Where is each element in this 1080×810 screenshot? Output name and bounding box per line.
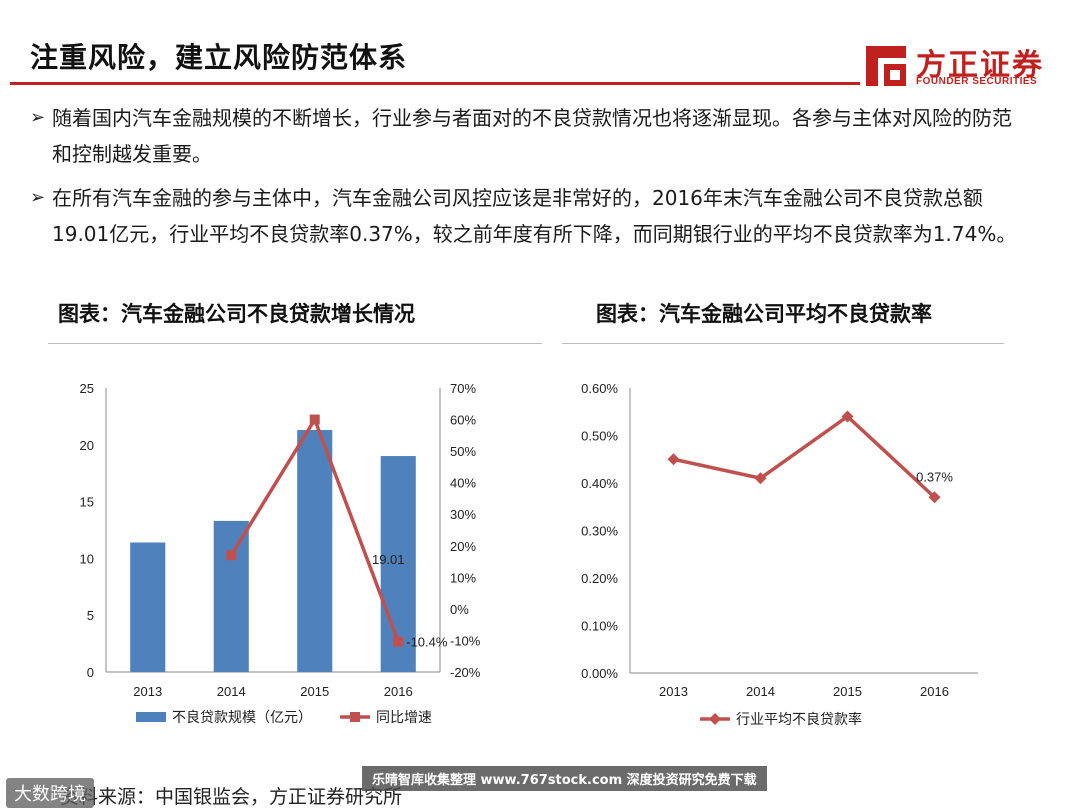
bar [213, 520, 249, 672]
x-tick-label: 2013 [659, 684, 688, 699]
founder-logo-icon [866, 46, 906, 86]
growth-point [226, 550, 237, 561]
logo-text-en: FOUNDER SECURITIES [916, 76, 1038, 87]
page-title: 注重风险，建立风险防范体系 [30, 41, 408, 74]
y-tick-label: 0.40% [581, 476, 618, 491]
npl-growth-chart: 0 5 10 15 20 25 -20% -10% 0% 10% 20% 30% 40% 50% 60% 70… [80, 381, 481, 726]
legend-line-marker [709, 713, 721, 725]
ratio-point [841, 410, 854, 423]
bullet-item: ➢ 随着国内汽车金融规模的不断增长，行业参与者面对的不良贷款情况也将逐渐显现。各… [30, 100, 1030, 172]
legend-bar-swatch [136, 712, 166, 722]
watermark-left: 大数跨境 [6, 778, 94, 808]
x-tick-label: 2016 [920, 684, 949, 699]
right-tick-label: 10% [450, 570, 476, 585]
growth-point [309, 414, 320, 425]
left-tick-label: 20 [80, 438, 94, 453]
x-tick-label: 2014 [746, 684, 775, 699]
y-tick-label: 0.30% [581, 524, 618, 539]
arrow-bullet-icon: ➢ [30, 107, 46, 128]
x-tick-label: 2014 [217, 684, 246, 699]
ratio-data-label: 0.37% [916, 469, 953, 484]
left-tick-label: 0 [87, 665, 94, 680]
right-tick-label: 70% [450, 381, 476, 396]
x-tick-label: 2016 [384, 684, 413, 699]
bar [130, 542, 166, 672]
left-tick-label: 15 [80, 495, 94, 510]
bar [380, 456, 416, 672]
bullet-list: ➢ 随着国内汽车金融规模的不断增长，行业参与者面对的不良贷款情况也将逐渐显现。各… [30, 100, 1030, 260]
legend-line-label: 同比增速 [376, 710, 432, 726]
founder-logo: 方正证券 FOUNDER SECURITIES [862, 40, 1052, 92]
left-tick-label: 5 [87, 608, 94, 623]
y-tick-label: 0.10% [581, 619, 618, 634]
right-chart-rule [562, 343, 1004, 344]
bullet-text: 随着国内汽车金融规模的不断增长，行业参与者面对的不良贷款情况也将逐渐显现。各参与… [52, 106, 1012, 166]
watermark-right: 乐晴智库收集整理 www.767stock.com 深度投资研究免费下载 [362, 766, 767, 791]
legend-line-marker [350, 712, 360, 722]
legend-line-label: 行业平均不良贷款率 [736, 711, 862, 728]
y-tick-label: 0.00% [581, 666, 618, 681]
right-tick-label: -10% [450, 633, 481, 648]
bar [297, 430, 333, 672]
title-rule [10, 82, 860, 85]
source-note: 资料来源：中国银监会，方正证券研究所 [60, 786, 403, 808]
right-tick-label: 60% [450, 413, 476, 428]
right-tick-label: -20% [450, 665, 481, 680]
y-tick-label: 0.50% [581, 429, 618, 444]
right-tick-label: 0% [450, 602, 469, 617]
bar-data-label: 19.01 [372, 552, 405, 567]
right-tick-label: 30% [450, 507, 476, 522]
ratio-point [928, 491, 941, 504]
legend-bar-label: 不良贷款规模（亿元） [172, 710, 312, 726]
ratio-point [754, 472, 767, 485]
x-tick-label: 2013 [133, 684, 162, 699]
right-tick-label: 40% [450, 476, 476, 491]
left-tick-label: 25 [80, 381, 94, 396]
bullet-text: 在所有汽车金融的参与主体中，汽车金融公司风控应该是非常好的，2016年末汽车金融… [52, 186, 1017, 246]
y-tick-label: 0.20% [581, 571, 618, 586]
right-tick-label: 20% [450, 539, 476, 554]
npl-ratio-chart: 0.00% 0.10% 0.20% 0.30% 0.40% 0.50% 0.60% 2013 2… [581, 381, 978, 728]
x-tick-label: 2015 [300, 684, 329, 699]
right-tick-label: 50% [450, 444, 476, 459]
logo-text-cn: 方正证券 [916, 48, 1044, 83]
arrow-bullet-icon: ➢ [30, 187, 46, 208]
bullet-item: ➢ 在所有汽车金融的参与主体中，汽车金融公司风控应该是非常好的，2016年末汽车… [30, 180, 1030, 252]
left-chart-title: 图表：汽车金融公司不良贷款增长情况 [58, 302, 415, 326]
left-chart-rule [48, 343, 542, 344]
x-tick-label: 2015 [833, 684, 862, 699]
right-chart-title: 图表：汽车金融公司平均不良贷款率 [596, 302, 932, 326]
ratio-line [673, 414, 936, 499]
growth-point [393, 636, 404, 647]
left-tick-label: 10 [80, 551, 94, 566]
line-data-label: -10.4% [406, 635, 448, 650]
y-tick-label: 0.60% [581, 381, 618, 396]
ratio-point [667, 453, 680, 466]
